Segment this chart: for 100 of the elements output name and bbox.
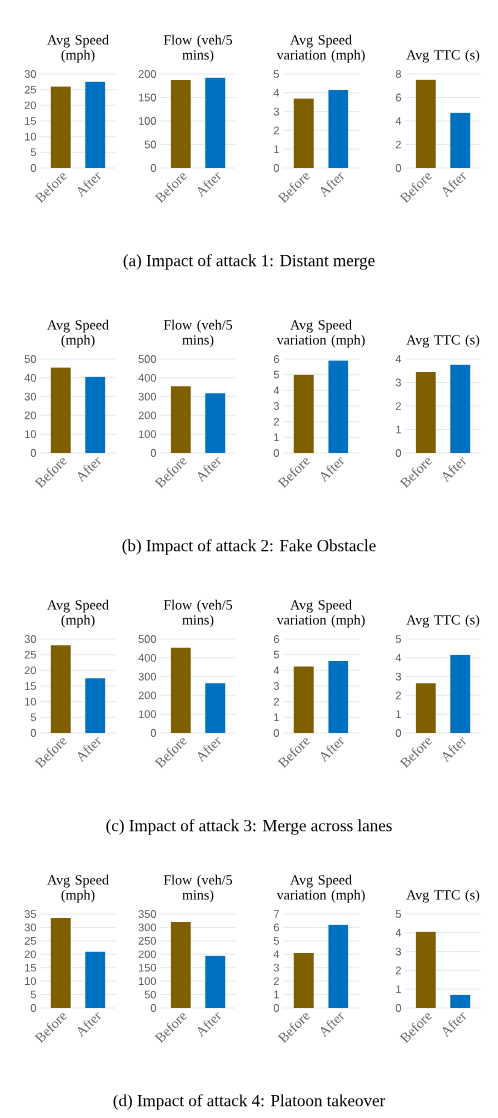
chart-title: Avg TTC (s)	[406, 334, 480, 348]
y-tick-label: 10	[25, 697, 37, 706]
y-tick-label: 200	[138, 950, 157, 959]
y-tick-label: 3	[395, 947, 401, 956]
y-tick-label: 0	[150, 164, 157, 172]
y-tick-label: 400	[138, 373, 157, 382]
y-tick-label: 15	[25, 682, 36, 690]
y-tick-label: 10	[25, 430, 37, 439]
y-tick-label: 20	[24, 666, 37, 675]
y-tick-label: 0	[273, 449, 280, 457]
y-tick-label: 0	[30, 729, 37, 737]
chart-title: Avg Speed (mph)	[47, 874, 109, 903]
y-tick-label: 4	[273, 386, 280, 395]
y-tick-label: 30	[24, 923, 37, 932]
y-tick-label: 6	[395, 93, 401, 102]
y-tick-label: 2	[395, 691, 401, 700]
y-tick-label: 2	[273, 417, 279, 426]
chart-title: Flow (veh/5 mins)	[163, 319, 233, 348]
y-tick-label: 3	[395, 378, 401, 387]
y-tick-label: 5	[273, 937, 279, 945]
y-tick-label: 300	[138, 392, 157, 401]
y-tick-label: 2	[273, 126, 279, 135]
chart-title: Flow (veh/5 mins)	[163, 34, 233, 63]
y-tick-label: 4	[395, 929, 402, 937]
y-tick-label: 500	[138, 635, 157, 643]
y-tick-label: 4	[273, 89, 280, 97]
y-tick-label: 50	[24, 355, 37, 363]
y-tick-label: 6	[273, 355, 279, 363]
chart-title: Avg Speed variation (mph)	[276, 599, 365, 628]
y-tick-label: 5	[395, 635, 401, 643]
y-tick-label: 5	[30, 148, 36, 157]
y-tick-label: 250	[138, 936, 157, 945]
y-tick-label: 50	[144, 990, 157, 999]
chart-title: Avg Speed variation (mph)	[276, 319, 365, 348]
y-tick-label: 200	[138, 411, 157, 420]
chart-title: Avg TTC (s)	[406, 614, 480, 628]
y-tick-label: 1	[396, 985, 401, 993]
y-tick-label: 3	[273, 963, 279, 972]
y-tick-label: 6	[273, 923, 279, 932]
y-tick-label: 2	[395, 140, 401, 149]
y-tick-label: 1	[396, 710, 401, 718]
y-tick-label: 150	[138, 963, 157, 972]
y-tick-label: 20	[24, 411, 37, 420]
y-tick-label: 4	[273, 666, 280, 675]
y-tick-label: 100	[138, 710, 157, 719]
chart-title: Avg Speed variation (mph)	[276, 874, 365, 903]
y-tick-label: 0	[395, 1004, 402, 1012]
y-tick-label: 1	[274, 433, 279, 442]
y-tick-label: 3	[273, 682, 279, 690]
y-tick-label: 15	[25, 963, 36, 972]
y-tick-label: 25	[24, 85, 36, 94]
y-tick-label: 30	[24, 392, 37, 401]
y-tick-label: 0	[150, 1004, 157, 1012]
y-tick-label: 5	[30, 990, 36, 999]
y-tick-label: 0	[395, 729, 402, 737]
y-tick-label: 100	[138, 430, 157, 439]
y-tick-label: 35	[24, 910, 36, 918]
y-tick-label: 2	[273, 977, 279, 985]
y-tick-label: 8	[395, 70, 401, 78]
chart-title: Avg TTC (s)	[406, 889, 480, 903]
y-tick-label: 10	[25, 977, 37, 986]
y-tick-label: 400	[138, 653, 157, 662]
y-tick-label: 5	[273, 70, 279, 78]
y-tick-label: 1	[274, 990, 279, 999]
text: (d) Impact of attack 4: Platoon takeover	[113, 1094, 386, 1110]
y-tick-label: 5	[30, 713, 36, 722]
y-tick-label: 6	[273, 635, 279, 643]
y-tick-label: 10	[25, 132, 37, 141]
chart-title: Flow (veh/5 mins)	[163, 874, 233, 903]
y-tick-label: 2	[395, 966, 401, 975]
y-tick-label: 4	[395, 654, 402, 662]
y-tick-label: 3	[273, 402, 279, 410]
y-tick-label: 0	[395, 164, 402, 172]
y-tick-label: 200	[138, 70, 157, 78]
chart-title: Flow (veh/5 mins)	[163, 599, 233, 628]
y-tick-label: 20	[24, 101, 37, 110]
text: (a) Impact of attack 1: Distant merge	[123, 254, 375, 270]
chart-title: Avg Speed (mph)	[47, 319, 109, 348]
y-tick-label: 1	[274, 145, 279, 153]
y-tick-label: 40	[24, 373, 37, 382]
chart-title: Avg Speed variation (mph)	[276, 34, 365, 63]
y-tick-label: 1	[396, 425, 401, 434]
y-tick-label: 3	[395, 672, 401, 681]
y-tick-label: 300	[138, 923, 157, 932]
y-tick-label: 25	[24, 936, 36, 945]
y-tick-label: 100	[138, 117, 157, 125]
y-tick-label: 2	[273, 697, 279, 706]
y-tick-label: 50	[144, 140, 157, 149]
y-tick-label: 0	[30, 164, 37, 172]
y-tick-label: 0	[30, 1004, 37, 1012]
y-tick-label: 15	[25, 117, 36, 125]
y-tick-label: 5	[395, 910, 401, 918]
y-tick-label: 2	[395, 402, 401, 410]
y-tick-label: 25	[24, 650, 36, 659]
y-tick-label: 150	[138, 93, 157, 102]
chart-title: Avg Speed (mph)	[47, 34, 109, 63]
y-tick-label: 4	[395, 355, 402, 363]
y-tick-label: 30	[24, 70, 37, 78]
chart-title: Avg Speed (mph)	[47, 599, 109, 628]
y-tick-label: 0	[150, 449, 157, 457]
